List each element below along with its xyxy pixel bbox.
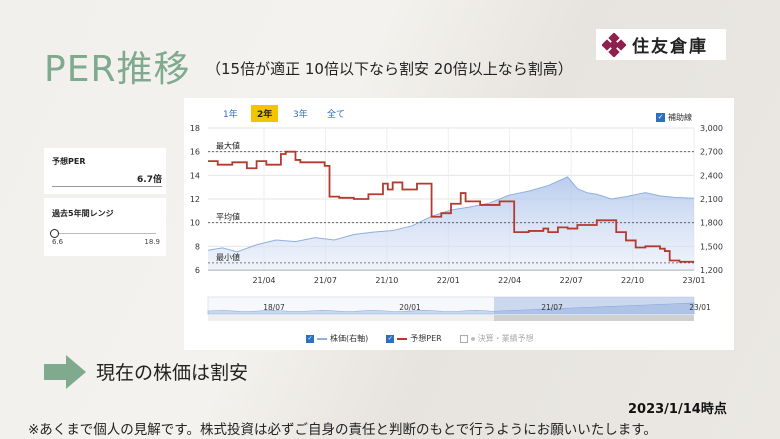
legend-swatch [317, 337, 327, 340]
tab-2y[interactable]: 2年 [251, 105, 279, 122]
range-max: 18.9 [144, 238, 160, 246]
range-card: 過去5年間レンジ 6.6 18.9 [44, 198, 166, 256]
helper-line-toggle[interactable]: ✓ 補助線 [656, 112, 692, 123]
forecast-per-card: 予想PER 6.7倍 [44, 148, 166, 194]
checkbox-checked-icon: ✓ [386, 334, 395, 343]
legend-item-price[interactable]: ✓ 株価(右軸) [306, 333, 368, 344]
legend-swatch [470, 336, 475, 341]
tab-3y[interactable]: 3年 [293, 110, 308, 120]
legend-label: 決算・業績予想 [477, 334, 534, 343]
range-label: 過去5年間レンジ [52, 209, 114, 218]
range-min: 6.6 [52, 238, 64, 246]
logo-mark-icon [602, 32, 626, 57]
checkbox-unchecked-icon [459, 334, 468, 343]
chart-legend: ✓ 株価(右軸) ✓ 予想PER 決算・業績予想 [306, 333, 534, 344]
range-marker [50, 229, 59, 238]
legend-item-per[interactable]: ✓ 予想PER [386, 333, 442, 344]
company-logo: 住友倉庫 [596, 29, 726, 60]
chart-panel [184, 98, 734, 350]
forecast-per-value: 6.7倍 [137, 175, 162, 185]
page-title: PER推移 [44, 49, 191, 90]
checkbox-checked-icon: ✓ [656, 113, 665, 122]
page-subtitle: （15倍が適正 10倍以下なら割安 20倍以上なら割高） [206, 60, 573, 78]
as-of-date: 2023/1/14時点 [628, 402, 727, 417]
disclaimer: ※あくまで個人の見解です。株式投資は必ずご自身の責任と判断のもとで行うようにお願… [28, 422, 657, 438]
range-track [54, 233, 156, 234]
logo-text: 住友倉庫 [632, 37, 708, 57]
legend-swatch [397, 337, 408, 340]
tab-all[interactable]: 全て [327, 110, 346, 120]
arrow-right-icon [44, 355, 86, 389]
logo-diamond [608, 38, 620, 51]
legend-label: 予想PER [410, 334, 442, 343]
legend-label: 株価(右軸) [330, 334, 369, 343]
forecast-per-label: 予想PER [52, 157, 86, 166]
divider [52, 186, 162, 187]
legend-item-earnings[interactable]: 決算・業績予想 [459, 333, 534, 344]
helper-line-label: 補助線 [668, 113, 692, 122]
conclusion-text: 現在の株価は割安 [96, 362, 249, 384]
tab-1y[interactable]: 1年 [223, 110, 238, 120]
checkbox-checked-icon: ✓ [306, 334, 314, 343]
